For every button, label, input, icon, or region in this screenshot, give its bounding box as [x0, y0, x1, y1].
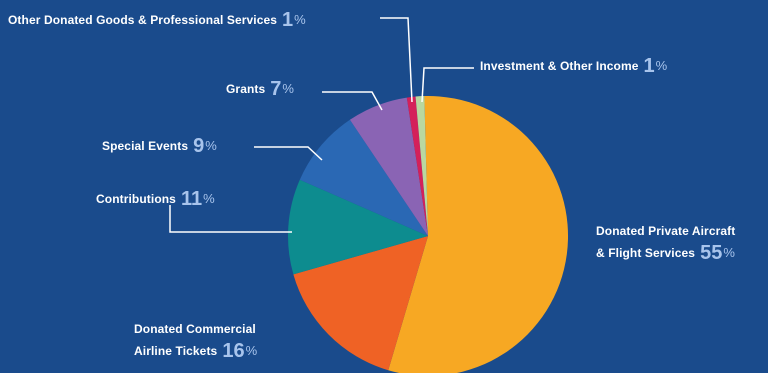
label-investment-income: Investment & Other Income 1%: [480, 55, 668, 77]
label-value: 55: [700, 242, 723, 264]
label-text: Special Events: [102, 139, 189, 153]
label-text-line1: Donated Commercial: [134, 322, 256, 336]
label-text: Grants: [226, 82, 266, 96]
label-text: Investment & Other Income: [480, 59, 639, 73]
leader-grants: [322, 91, 383, 111]
label-contributions: Contributions 11%: [96, 188, 215, 210]
label-value: 11: [180, 188, 203, 210]
pie-slice-donated-commercial-airline-tickets: [293, 236, 428, 371]
label-other-donated-goods: Other Donated Goods & Professional Servi…: [8, 9, 306, 31]
pie-slice-special-events: [299, 119, 428, 236]
label-text: Contributions: [96, 192, 176, 206]
label-value: 9: [193, 135, 205, 157]
leader-special-events: [254, 146, 323, 161]
leader-investment-income: [421, 67, 474, 103]
leader-contributions: [169, 205, 292, 233]
label-text-line2: Airline Tickets: [134, 344, 218, 358]
pie-slice-grants: [349, 97, 428, 236]
pie-slice-other-donated-goods-professional-services: [406, 96, 428, 236]
label-value: 16: [222, 340, 245, 362]
pie-slice-investment-other-income: [415, 96, 428, 236]
label-text-line2: & Flight Services: [596, 246, 696, 260]
label-donated-commercial-airline: Donated Commercial Airline Tickets 16%: [134, 318, 257, 362]
label-value: 7: [270, 78, 282, 100]
label-donated-private-aircraft: Donated Private Aircraft & Flight Servic…: [596, 220, 735, 264]
pie-slice-donated-private-aircraft-flight-services: [388, 96, 569, 373]
label-value: 1: [282, 9, 294, 31]
label-value: 1: [643, 55, 655, 77]
label-grants: Grants 7%: [226, 78, 294, 100]
label-text: Other Donated Goods & Professional Servi…: [8, 13, 278, 27]
leader-other-donated-goods: [380, 17, 413, 103]
pie-slice-contributions: [288, 179, 428, 275]
label-text-line1: Donated Private Aircraft: [596, 224, 736, 238]
label-special-events: Special Events 9%: [102, 135, 217, 157]
